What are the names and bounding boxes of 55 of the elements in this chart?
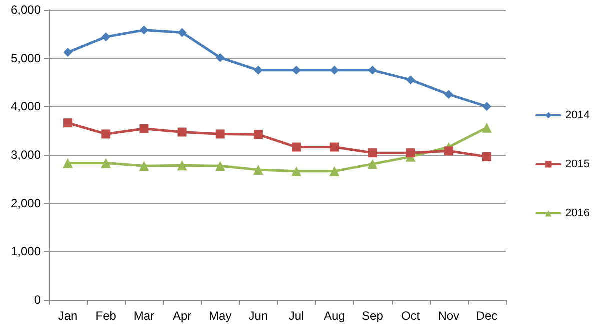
point — [64, 118, 73, 128]
point — [368, 148, 378, 158]
point — [253, 164, 264, 175]
point — [64, 48, 73, 58]
point — [444, 146, 454, 156]
x-tick-label: Oct — [401, 309, 421, 323]
legend-label: 2016 — [566, 208, 590, 220]
point — [177, 160, 188, 171]
point — [63, 158, 74, 168]
x-tick-label: Aug — [324, 309, 346, 323]
y-tick-label: 6,000 — [10, 3, 42, 17]
point — [102, 32, 111, 42]
point — [368, 66, 378, 75]
point — [406, 148, 416, 158]
y-tick-label: 5,000 — [10, 51, 42, 66]
x-tick-label: Feb — [96, 309, 117, 323]
y-tick-label: 4,000 — [10, 100, 42, 114]
x-tick-label: Dec — [476, 309, 498, 323]
point — [102, 130, 111, 139]
point — [330, 66, 340, 75]
y-tick-label: 1,000 — [10, 244, 42, 259]
point — [330, 142, 340, 152]
x-tick-label: Jul — [288, 309, 304, 323]
x-tick-label: Apr — [172, 309, 192, 323]
point — [254, 130, 263, 140]
x-tick-label: Sep — [362, 309, 384, 323]
point — [140, 26, 149, 35]
x-tick-label: May — [209, 309, 232, 323]
point — [292, 166, 302, 176]
point — [368, 159, 378, 170]
point — [140, 124, 149, 134]
point — [101, 158, 112, 168]
legend-label: 2015 — [566, 158, 590, 170]
x-tick-label: Nov — [438, 309, 460, 323]
point — [482, 102, 492, 112]
point — [444, 90, 454, 100]
point — [216, 53, 225, 62]
point — [406, 76, 416, 85]
point — [482, 122, 492, 133]
legend-label: 2014 — [566, 110, 590, 122]
x-tick-label: Jan — [58, 309, 78, 323]
y-tick-label: 0 — [34, 293, 42, 307]
x-tick-label: Jun — [248, 309, 268, 323]
point — [482, 152, 492, 162]
point — [215, 161, 226, 172]
point — [216, 130, 225, 139]
point — [178, 128, 187, 137]
y-tick-label: 2,000 — [10, 196, 42, 210]
y-tick-label: 3,000 — [10, 148, 42, 162]
point — [330, 166, 340, 176]
point — [178, 28, 187, 38]
x-tick-label: Mar — [134, 309, 155, 323]
point — [139, 161, 150, 172]
point — [292, 142, 302, 152]
point — [254, 66, 263, 75]
